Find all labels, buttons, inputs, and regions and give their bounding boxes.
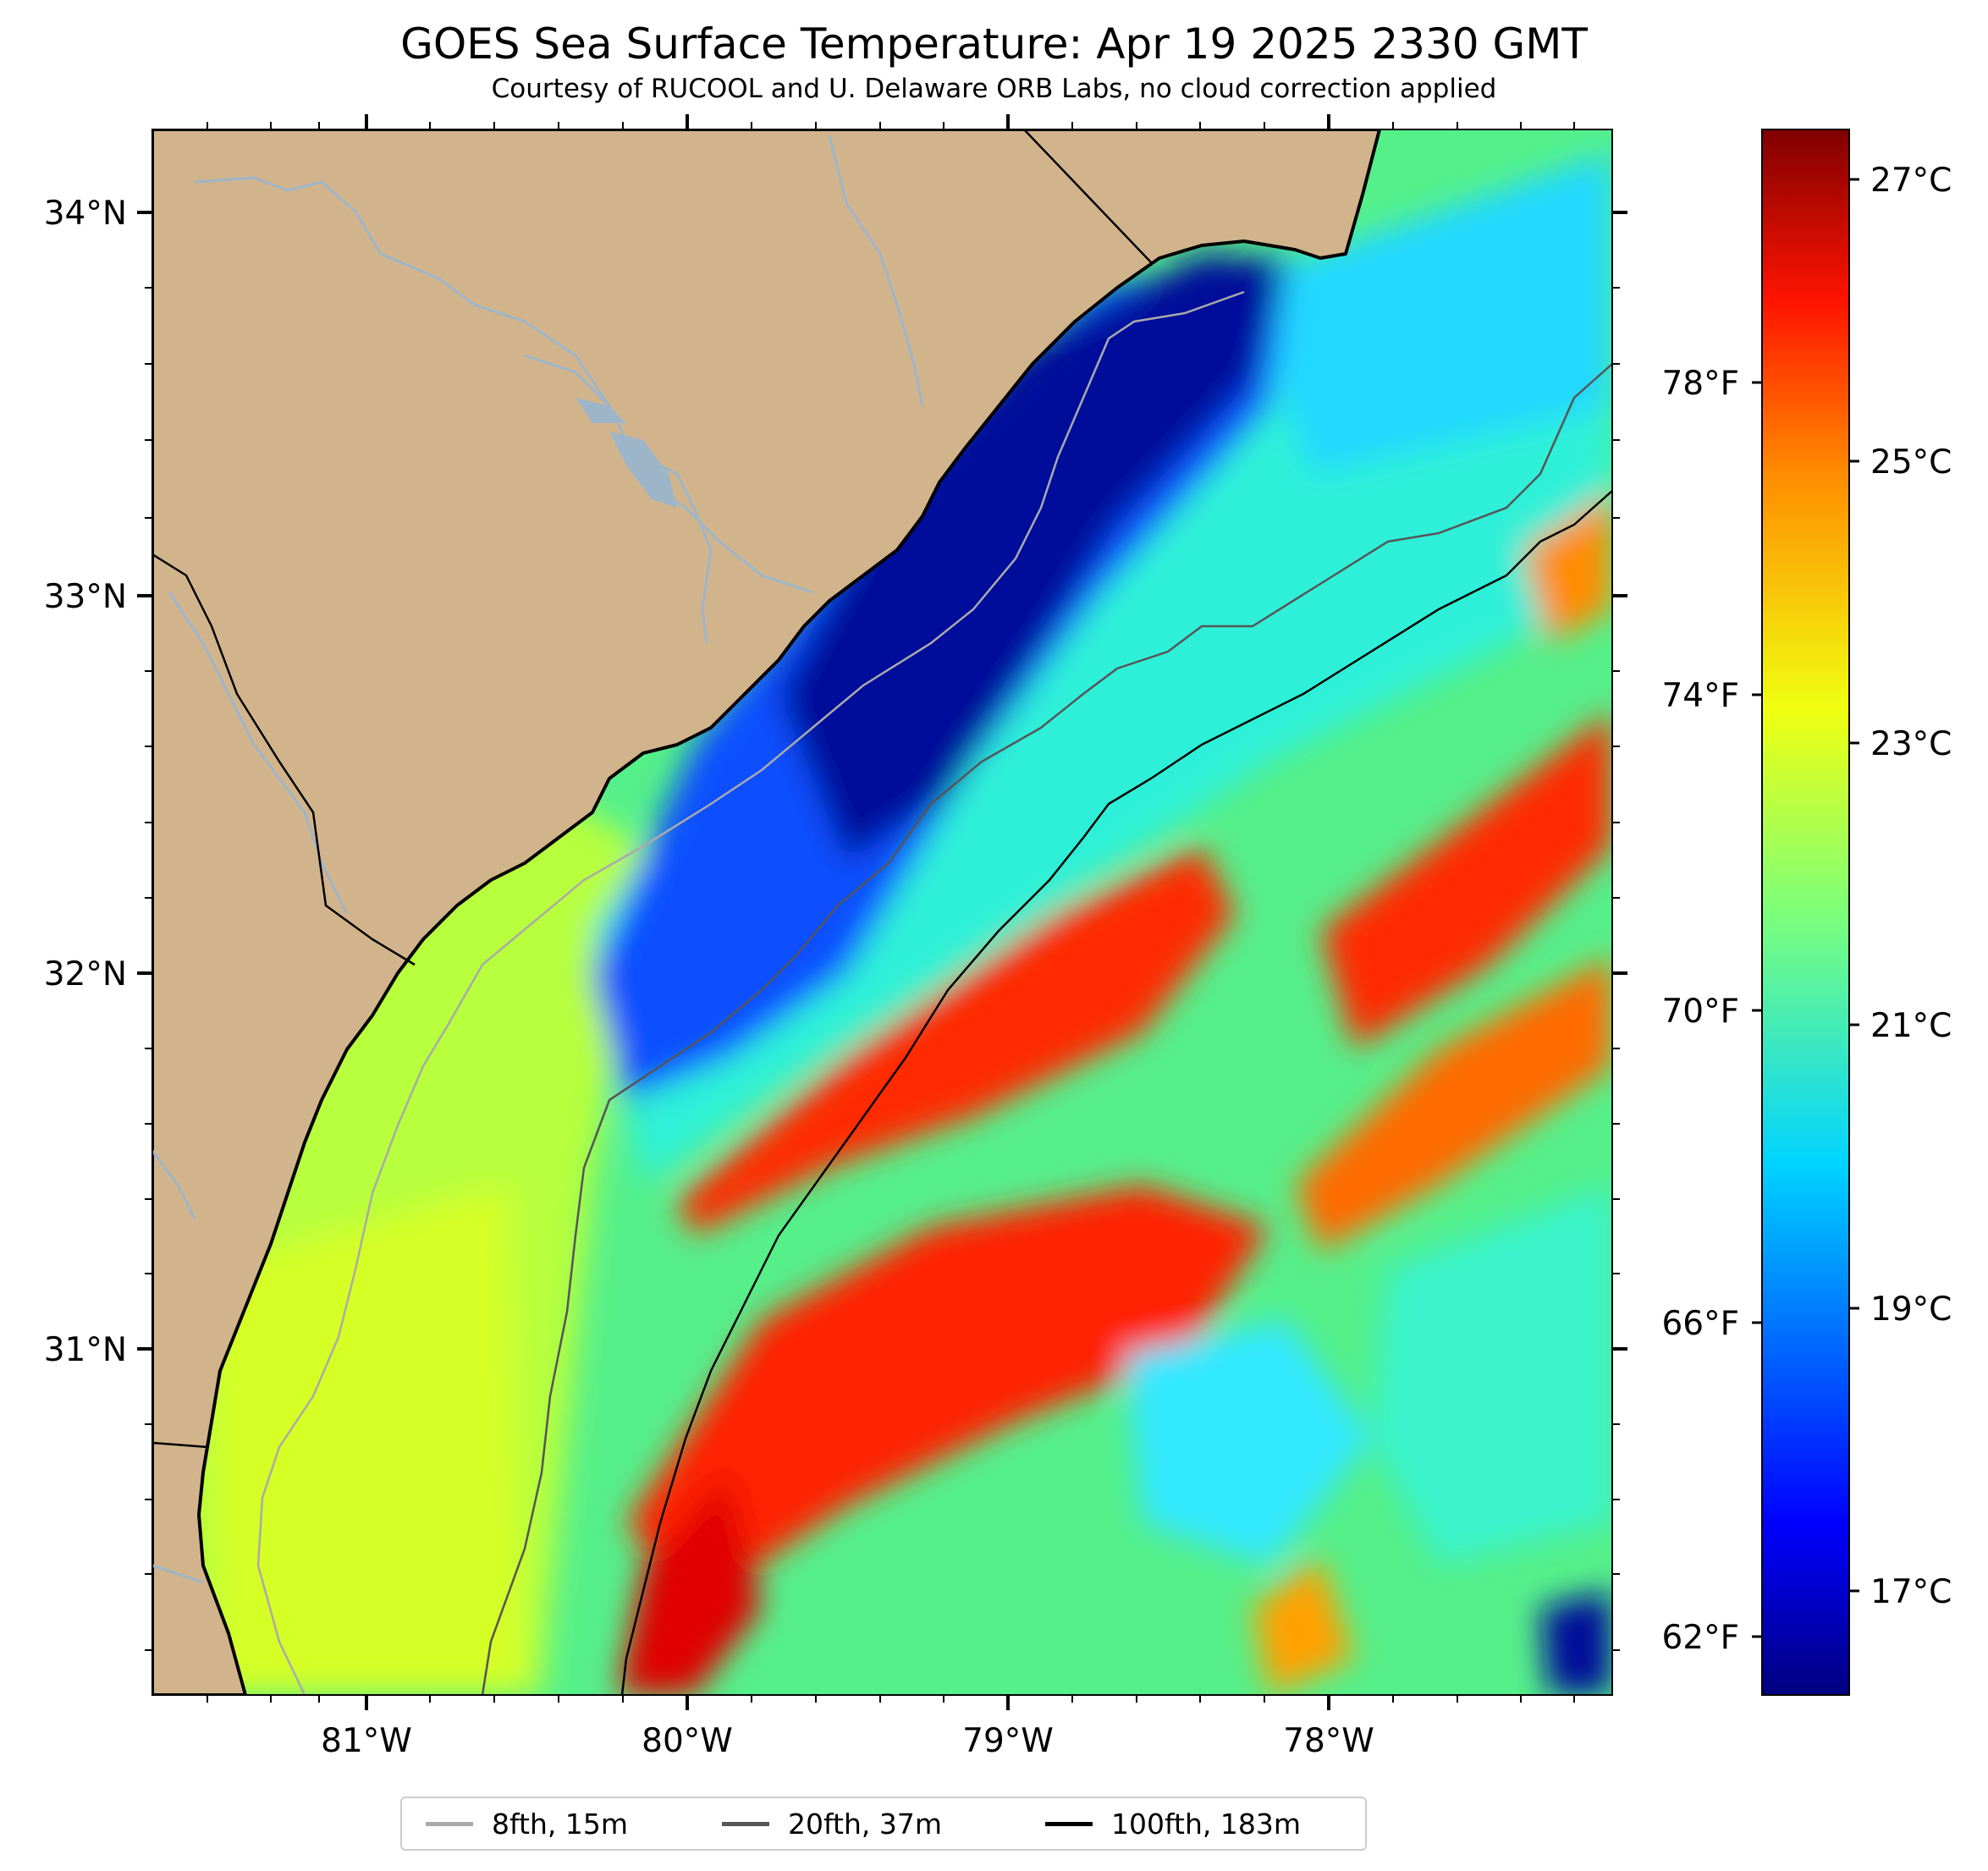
lat-label-31: 31°N bbox=[44, 1331, 127, 1369]
legend-label-8fth: 8fth, 15m bbox=[492, 1807, 629, 1841]
land-mass bbox=[152, 129, 1381, 1695]
lat-label-33: 33°N bbox=[44, 578, 127, 616]
legend-swatch-100fth bbox=[1045, 1821, 1093, 1826]
lat-major-ticks bbox=[137, 211, 1627, 1351]
map-title: GOES Sea Surface Temperature: Apr 19 202… bbox=[400, 19, 1588, 69]
isobath-8fth bbox=[256, 290, 1245, 1695]
legend-item-100fth: 100fth, 183m bbox=[1045, 1798, 1301, 1849]
legend-label-20fth: 20fth, 37m bbox=[788, 1807, 942, 1841]
lon-label-78: 78°W bbox=[1283, 1722, 1374, 1760]
isobath-100fth bbox=[620, 490, 1612, 1695]
colorbar-label-27c: 27°C bbox=[1870, 162, 1952, 200]
state-boundaries bbox=[152, 129, 1152, 1449]
fahrenheit-label-74: 74°F bbox=[1661, 677, 1739, 715]
lon-label-80: 80°W bbox=[642, 1722, 733, 1760]
fahrenheit-label-78: 78°F bbox=[1661, 365, 1739, 403]
colorbar-label-21c: 21°C bbox=[1870, 1007, 1952, 1045]
legend-swatch-8fth bbox=[426, 1821, 473, 1826]
legend-item-20fth: 20fth, 37m bbox=[722, 1798, 942, 1849]
isobath-20fth bbox=[481, 363, 1612, 1695]
lon-label-79: 79°W bbox=[962, 1722, 1054, 1760]
colorbar-label-25c: 25°C bbox=[1870, 443, 1952, 482]
legend-item-8fth: 8fth, 15m bbox=[426, 1798, 628, 1849]
lake-small bbox=[575, 398, 626, 423]
map-area bbox=[152, 129, 1612, 1695]
colorbar-ticks bbox=[1849, 178, 1859, 1593]
lon-label-81: 81°W bbox=[321, 1722, 412, 1760]
minor-ticks bbox=[145, 122, 1620, 1703]
lat-label-32: 32°N bbox=[44, 955, 127, 993]
map-border bbox=[151, 129, 1613, 1696]
legend-swatch-20fth bbox=[722, 1821, 769, 1826]
fahrenheit-label-70: 70°F bbox=[1661, 993, 1739, 1031]
colorbar-label-19c: 19°C bbox=[1870, 1290, 1952, 1329]
fahrenheit-label-66: 66°F bbox=[1661, 1305, 1739, 1343]
lake bbox=[609, 432, 677, 508]
map-subtitle: Courtesy of RUCOOL and U. Delaware ORB L… bbox=[491, 74, 1497, 104]
lat-label-34: 34°N bbox=[44, 195, 127, 233]
colorbar-label-17c: 17°C bbox=[1870, 1573, 1952, 1611]
fahrenheit-label-62: 62°F bbox=[1661, 1619, 1739, 1657]
isobath-legend: 8fth, 15m 20fth, 37m 100fth, 183m bbox=[400, 1797, 1367, 1851]
legend-label-100fth: 100fth, 183m bbox=[1111, 1807, 1301, 1841]
colorbar-label-23c: 23°C bbox=[1870, 725, 1952, 763]
fahrenheit-ticks bbox=[1752, 381, 1762, 1638]
colorbar bbox=[1761, 129, 1850, 1696]
lon-major-ticks bbox=[365, 114, 1330, 1710]
